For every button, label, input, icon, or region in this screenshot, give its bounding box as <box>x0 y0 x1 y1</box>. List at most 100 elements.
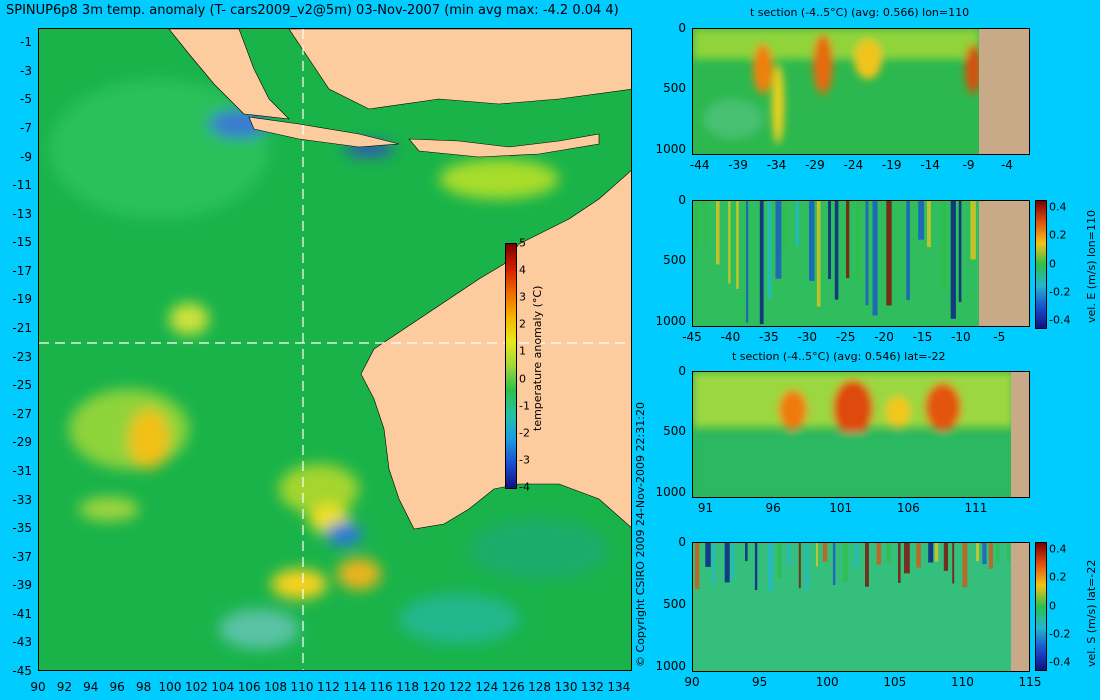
temperature-colorbar-tick: 5 <box>519 236 526 250</box>
map-y-tick: -33 <box>12 492 32 507</box>
map-x-tick: 94 <box>83 680 99 694</box>
section-x-tick: 100 <box>815 675 839 689</box>
section-x-tick: -25 <box>835 330 856 344</box>
map-x-tick: 116 <box>369 680 393 694</box>
velocity-stripe <box>716 201 720 265</box>
section-y-tick: 500 <box>663 81 686 96</box>
section-x-tick: -34 <box>766 158 787 172</box>
velocity-colorbar-tick: 0.4 <box>1049 200 1067 214</box>
velocity-stripe <box>775 201 782 279</box>
map-y-tick: -37 <box>12 549 32 564</box>
section-t-lon110[interactable] <box>692 28 1030 155</box>
section-x-tick: -10 <box>951 330 971 344</box>
section-v-lat-22[interactable] <box>692 542 1030 672</box>
map-y-tick: -13 <box>12 206 32 221</box>
section-x-tick: -44 <box>689 158 710 172</box>
velocity-stripe <box>828 201 831 280</box>
velocity-stripe <box>816 201 821 307</box>
panel1-title: t section (-4..5°C) (avg: 0.566) lon=110 <box>750 6 970 19</box>
velocity-stripe <box>962 543 968 588</box>
map-y-tick: -27 <box>12 406 32 421</box>
temperature-colorbar-tick: -1 <box>519 399 530 413</box>
velocity-stripe <box>724 543 730 583</box>
section-t-lat-22[interactable] <box>692 371 1030 498</box>
section-y-tick: 1000 <box>655 313 686 328</box>
velocity-stripe <box>988 543 993 569</box>
section-x-tick: -30 <box>797 330 818 344</box>
velocity-stripe <box>695 201 700 250</box>
velocity-stripe <box>876 543 882 565</box>
velocity-stripe <box>795 201 799 247</box>
map-y-tick: -41 <box>12 606 32 621</box>
velocity-colorbar-tick: -0.2 <box>1049 285 1071 299</box>
section-u-lon110[interactable] <box>692 200 1030 327</box>
velocity-stripe <box>865 543 869 587</box>
velocity-stripe <box>703 201 707 247</box>
temperature-colorbar-tick: -2 <box>519 426 530 440</box>
velocity-stripe <box>816 543 818 567</box>
map-x-tick: 110 <box>290 680 314 694</box>
map-x-tick: 102 <box>184 680 208 694</box>
panel3-title: t section (-4..5°C) (avg: 0.546) lat=-22 <box>732 350 946 363</box>
vel-e-label: vel. E (m/s) lon=110 <box>1085 210 1098 323</box>
copyright-text: © Copyright CSIRO 2009 24-Nov-2009 22:31… <box>634 402 647 667</box>
velocity-stripe <box>996 543 1000 562</box>
map-x-tick: 128 <box>528 680 552 694</box>
velocity-colorbar-tick: -0.2 <box>1049 627 1071 641</box>
velocity-stripe <box>941 201 947 292</box>
temperature-colorbar-tick: -3 <box>519 453 530 467</box>
map-x-tick: 118 <box>396 680 420 694</box>
section-x-tick: -24 <box>843 158 864 172</box>
temperature-colorbar-tick: 0 <box>519 372 526 386</box>
velocity-stripe <box>976 543 979 562</box>
velocity-colorbar-tick: 0.2 <box>1049 228 1067 242</box>
main-map[interactable]: 5 4 3 2 1 0 -1 -2 -3 -4 temperature anomaly (°C) <box>38 28 632 671</box>
map-x-tick: 92 <box>56 680 73 694</box>
velocity-stripe <box>834 201 839 300</box>
velocity-stripe <box>1007 543 1010 564</box>
map-y-tick: -35 <box>12 521 32 536</box>
vel-s-label: vel. S (m/s) lat=-22 <box>1085 559 1098 667</box>
velocity-stripe <box>854 543 859 569</box>
map-x-tick: 122 <box>448 680 472 694</box>
map-x-tick: 114 <box>343 680 367 694</box>
section-x-tick: 105 <box>883 675 907 689</box>
section-y-tick: 1000 <box>655 484 686 499</box>
temperature-colorbar <box>505 243 517 489</box>
velocity-stripe <box>970 201 976 260</box>
velocity-stripe <box>906 201 910 301</box>
velocity-colorbar-tick: 0 <box>1049 599 1056 612</box>
section-x-tick: -40 <box>720 330 741 344</box>
map-y-tick: -1 <box>20 35 32 50</box>
velocity-stripe <box>846 201 850 279</box>
velocity-stripe <box>952 543 955 584</box>
velocity-stripe <box>943 543 949 571</box>
temperature-colorbar-tick: 2 <box>519 317 526 331</box>
map-x-tick: 96 <box>109 680 125 694</box>
velocity-stripe <box>832 543 836 586</box>
section-x-tick: 90 <box>684 675 700 689</box>
section-x-tick: 91 <box>697 501 714 515</box>
velocity-stripe <box>872 201 878 316</box>
temperature-colorbar-tick: 3 <box>519 290 526 304</box>
velocity-stripe <box>886 201 892 306</box>
map-y-tick: -7 <box>20 121 32 136</box>
land-sumatra <box>168 29 290 120</box>
land-borneo <box>288 29 631 110</box>
velocity-stripe <box>958 201 962 302</box>
velocity-stripe <box>916 543 921 568</box>
land-java <box>248 116 400 148</box>
section-x-tick: -19 <box>881 158 902 172</box>
map-y-tick: -21 <box>12 321 32 336</box>
map-y-tick: -17 <box>12 263 32 278</box>
map-y-tick: -39 <box>12 578 32 593</box>
figure-title: SPINUP6p8 3m temp. anomaly (T- cars2009_… <box>6 3 619 18</box>
velocity-stripe <box>886 543 892 563</box>
section-x-tick: 96 <box>765 501 781 515</box>
velocity-stripe <box>711 543 715 586</box>
velocity-stripe <box>897 201 900 268</box>
map-x-tick: 112 <box>316 680 340 694</box>
section-y-tick: 0 <box>678 535 686 549</box>
map-x-tick: 124 <box>475 680 499 694</box>
temperature-colorbar-label: temperature anomaly (°C) <box>531 285 544 431</box>
